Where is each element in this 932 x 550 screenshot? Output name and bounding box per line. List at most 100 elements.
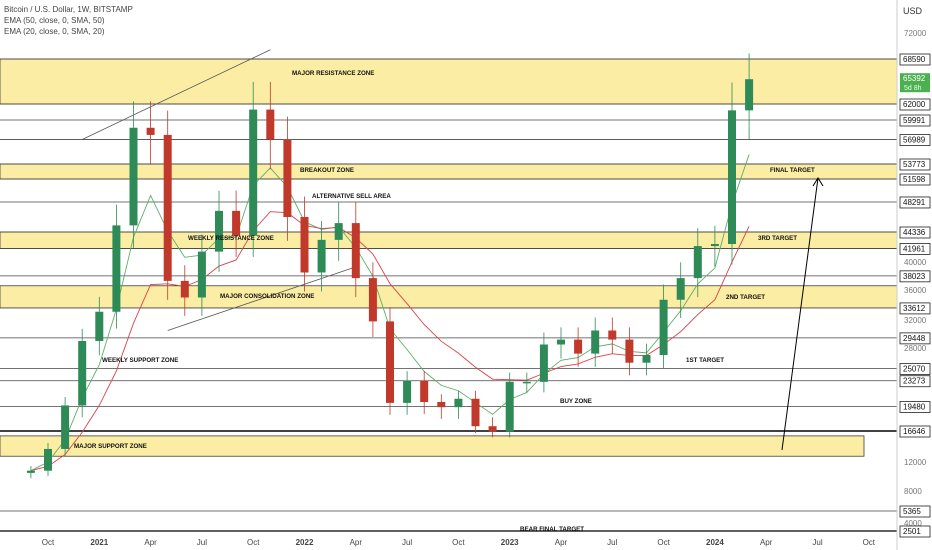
annotation-label: BEAR FINAL TARGET [520,526,584,533]
price-level-badge [899,226,931,239]
x-tick-label: 2022 [296,538,314,547]
x-tick-label: Oct [42,538,55,547]
price-level-label: 48291 [903,198,926,207]
price-level-badge [899,173,931,186]
candle-body[interactable] [625,339,634,363]
candle-body[interactable] [488,426,497,432]
annotation-label: FINAL TARGET [770,167,815,174]
x-tick-label: Jul [812,538,822,547]
price-level-label: 53773 [903,160,926,169]
candle-body[interactable] [420,380,429,402]
candle-body[interactable] [642,355,651,363]
candle-body[interactable] [437,402,446,408]
price-level-badge [899,243,931,255]
x-tick-label: Oct [657,538,670,547]
candle-body[interactable] [745,79,754,111]
candle-body[interactable] [232,210,241,236]
indicator-ema20[interactable]: EMA (20, close, 0, SMA, 20) [4,27,105,36]
zone-label: MAJOR RESISTANCE ZONE [292,70,374,77]
candle-body[interactable] [522,381,531,384]
price-level-label: 41961 [903,244,926,253]
candle-body[interactable] [249,109,258,236]
price-level-label: 33612 [903,304,926,313]
price-level-label: 59991 [903,116,926,125]
candle-body[interactable] [95,311,104,341]
price-level-label: 5365 [903,507,921,516]
candle-body[interactable] [26,470,35,473]
candle-body[interactable] [197,251,206,298]
price-level-label: 23273 [903,377,926,386]
candle-body[interactable] [129,127,138,226]
annotation-label: ALTERNATIVE SELL AREA [312,193,391,200]
trend-line [167,266,356,331]
countdown-label: 5d 8h [904,85,922,92]
price-level-badge [899,302,931,315]
annotation-label: 1ST TARGET [686,357,724,364]
price-level-badge [899,98,931,111]
x-tick-label: Jul [197,538,207,547]
candle-body[interactable] [728,110,736,245]
candle-body[interactable] [591,330,600,354]
candle-body[interactable] [44,448,52,471]
candle-body[interactable] [386,321,394,403]
candle-body[interactable] [454,398,463,408]
candle-body[interactable] [676,278,685,300]
candle-body[interactable] [78,341,87,406]
candle-body[interactable] [283,139,292,217]
candle-body[interactable] [710,244,719,247]
candle-body[interactable] [215,210,223,252]
y-tick-label: 28000 [904,344,927,353]
zone-label: MAJOR CONSOLIDATION ZONE [220,293,314,300]
price-level-badge [899,425,931,438]
candle-body[interactable] [112,225,121,312]
annotation-label: BUY ZONE [560,398,592,405]
zone-label: MAJOR SUPPORT ZONE [74,443,147,450]
price-level-label: 51598 [903,175,926,184]
candle-body[interactable] [403,380,412,403]
zone-label: BREAKOUT ZONE [300,167,354,174]
price-level-badge [899,114,931,127]
currency-label[interactable]: USD [902,6,922,16]
y-tick-label: 8000 [904,487,922,496]
y-tick-label: 4000 [904,519,922,528]
candle-body[interactable] [471,398,480,427]
candle-body[interactable] [505,381,514,432]
candle-body[interactable] [266,109,275,140]
candle-body[interactable] [574,339,583,354]
price-level-badge [899,158,931,171]
candle-body[interactable] [317,239,326,273]
x-tick-label: Oct [247,538,260,547]
x-tick-label: 2023 [501,538,519,547]
current-price-label: 65392 [903,74,926,83]
candle-body[interactable] [608,330,617,340]
price-level-label: 16646 [903,427,926,436]
price-level-badge [899,363,931,375]
candle-body[interactable] [557,339,565,345]
x-tick-label: 2021 [90,538,108,547]
candle-body[interactable] [146,127,155,135]
indicator-ema50[interactable]: EMA (50, close, 0, SMA, 50) [4,16,105,25]
y-tick-label: 40000 [904,258,927,267]
candle-body[interactable] [163,134,172,281]
candle-body[interactable] [180,280,189,298]
zone-band [0,58,898,105]
price-level-label: 44336 [903,228,926,237]
candle-body[interactable] [61,405,70,449]
zone-label: WEEKLY RESISTANCE ZONE [188,235,274,242]
x-tick-label: Oct [452,538,465,547]
candle-body[interactable] [351,223,360,279]
candle-body[interactable] [300,216,309,273]
candle-body[interactable] [334,223,343,240]
arrow-head [812,177,824,187]
price-level-label: 29448 [903,334,926,343]
candle-body[interactable] [693,246,702,279]
candle-body[interactable] [368,278,377,322]
annotation-label: 2ND TARGET [726,294,765,301]
candle-body[interactable] [659,299,668,355]
x-tick-label: 2024 [706,538,724,547]
candle-body[interactable] [539,344,548,382]
price-level-badge [899,270,931,283]
price-level-badge [899,505,931,518]
current-price-badge [900,73,930,93]
